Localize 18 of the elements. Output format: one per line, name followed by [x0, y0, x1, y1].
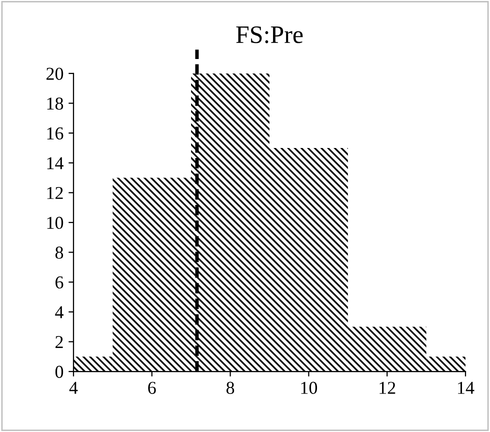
y-tick-label: 2: [56, 336, 63, 348]
x-tick-label: 12: [380, 382, 396, 394]
x-tick-label: 4: [69, 382, 78, 394]
x-tick-label: 6: [148, 382, 156, 394]
chart-title: FS:Pre: [236, 26, 303, 44]
y-tick-label: 0: [55, 366, 64, 378]
x-tick-label: 8: [226, 382, 234, 394]
y-tick-label: 14: [47, 157, 64, 170]
x-tick-label: 10: [301, 382, 318, 394]
x-tick-label: 14: [458, 382, 474, 394]
y-tick-label: 8: [55, 246, 64, 259]
y-tick-label: 20: [46, 68, 64, 80]
y-tick-label: 16: [47, 127, 64, 140]
y-tick-label: 18: [47, 98, 64, 110]
y-tick-label: 6: [56, 276, 64, 289]
y-tick-label: 12: [47, 186, 63, 199]
y-tick-label: 4: [55, 306, 64, 318]
y-tick-label: 10: [47, 216, 64, 229]
